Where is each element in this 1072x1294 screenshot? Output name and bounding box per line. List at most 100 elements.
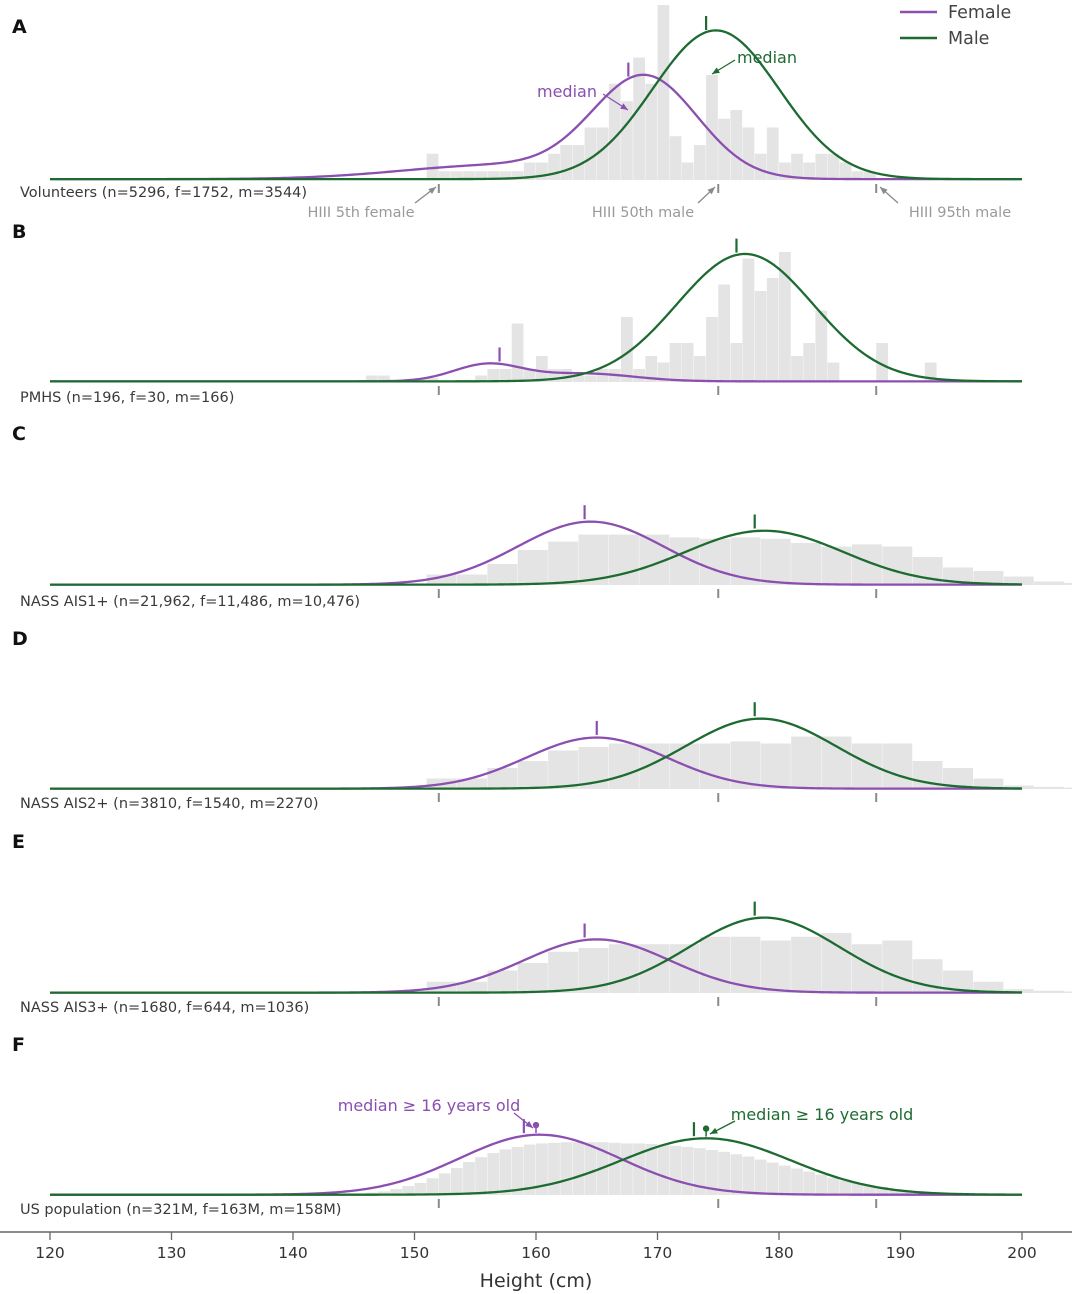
histogram-bar — [402, 1186, 415, 1195]
histogram-bar — [693, 1148, 706, 1195]
histogram-bar — [365, 375, 378, 382]
histogram-bar — [760, 940, 791, 993]
histogram — [365, 252, 937, 382]
reference-arrowhead — [880, 187, 888, 195]
histogram-bar — [669, 1145, 682, 1195]
male-density-curve — [50, 252, 1023, 383]
histogram-bar — [487, 970, 518, 993]
histogram-bar — [864, 1185, 876, 1195]
histogram-bar — [523, 369, 536, 382]
histogram-bar — [657, 362, 670, 382]
histogram-bar — [548, 153, 560, 180]
histogram-bar — [633, 369, 645, 382]
histogram-bar — [560, 369, 573, 382]
histogram-bar — [621, 1143, 633, 1195]
histogram-bar — [548, 369, 560, 382]
histogram-bar — [791, 356, 803, 382]
histogram-bar — [511, 323, 524, 382]
histogram-bar — [487, 768, 518, 789]
histogram-bar — [511, 1147, 524, 1195]
histogram-bar — [426, 153, 439, 180]
histogram-bar — [560, 1142, 573, 1195]
histogram-bar — [876, 1187, 888, 1195]
histogram-bar — [457, 981, 487, 993]
male-median-annotation: median ≥ 16 years old — [731, 1105, 914, 1124]
histogram-bar — [608, 743, 639, 789]
histogram-bar — [693, 356, 706, 382]
histogram-bar — [1034, 786, 1065, 789]
histogram-bar — [821, 933, 852, 993]
histogram-bar — [876, 343, 888, 382]
male-density-curve — [50, 916, 1023, 994]
histogram-bar — [426, 378, 439, 382]
histogram-bar — [864, 171, 876, 180]
histogram-bar — [766, 278, 779, 382]
panel-label: Volunteers (n=5296, f=1752, m=3544) — [20, 185, 307, 201]
panel-letter: A — [12, 16, 27, 38]
histogram-bar — [851, 1183, 864, 1195]
histogram-bar — [700, 538, 730, 585]
panel-letter: E — [12, 831, 25, 853]
histogram-bar — [766, 1162, 779, 1195]
histogram-bar — [827, 153, 840, 180]
histogram-bar — [700, 743, 730, 789]
histogram-bar — [621, 101, 633, 180]
histogram-bar — [973, 571, 1004, 585]
histogram-bar — [657, 1144, 670, 1195]
histogram-bar — [760, 538, 791, 585]
histogram-bar — [548, 750, 579, 789]
histogram-bar — [584, 1142, 597, 1195]
histogram-bar — [718, 284, 730, 382]
histogram-bar — [584, 375, 597, 382]
histogram-bar — [639, 743, 670, 789]
histogram-bar — [487, 564, 518, 585]
histogram-bar — [1003, 785, 1034, 789]
histogram-bar — [572, 145, 585, 180]
female-median-point — [532, 1121, 540, 1129]
histogram-bar — [414, 1183, 427, 1195]
histogram-bar — [426, 574, 457, 585]
histogram-bar — [742, 127, 755, 180]
histogram-bar — [1034, 990, 1065, 993]
legend-label-male: Male — [948, 29, 989, 49]
histogram-bar — [457, 574, 487, 585]
histogram-bar — [681, 162, 694, 180]
histogram-bar — [450, 1168, 463, 1195]
histogram-bar — [924, 362, 937, 382]
histogram-bar — [548, 1142, 560, 1195]
histogram-bar — [815, 310, 828, 382]
histogram-bar — [669, 343, 682, 382]
histogram-bar — [621, 317, 633, 382]
histogram — [353, 1142, 961, 1195]
histogram-bar — [517, 550, 548, 585]
histogram-bar — [791, 736, 822, 789]
histogram-bar — [943, 768, 973, 789]
histogram-bar — [608, 944, 639, 993]
histogram-bar — [706, 1150, 718, 1195]
female-median-annotation: median — [537, 82, 597, 101]
x-axis-title: Height (cm) — [480, 1270, 593, 1292]
male-median-annotation: median — [737, 48, 797, 67]
male-density-curve — [50, 717, 1023, 790]
histogram-bar — [730, 110, 743, 180]
histogram-bar — [754, 153, 767, 180]
histogram-bar — [888, 1189, 901, 1195]
histogram-bar — [742, 1156, 755, 1195]
histogram — [426, 933, 1072, 993]
male-median-point — [702, 1125, 710, 1132]
histogram-bar — [791, 1168, 803, 1195]
histogram-bar — [645, 356, 658, 382]
female-median-arrow-head — [525, 1120, 533, 1128]
histogram-bar — [487, 1153, 500, 1195]
male-median-arrow-head — [712, 67, 720, 74]
reference-arrowhead — [707, 187, 715, 195]
x-tick-label: 150 — [400, 1244, 430, 1262]
histogram-bar — [548, 541, 579, 585]
histogram-bar — [499, 171, 512, 180]
x-tick-label: 140 — [278, 1244, 308, 1262]
histogram-bar — [645, 1144, 658, 1195]
histogram-bar — [681, 1147, 694, 1195]
legend: Female Male — [900, 3, 1011, 49]
histogram-bar — [882, 940, 913, 993]
